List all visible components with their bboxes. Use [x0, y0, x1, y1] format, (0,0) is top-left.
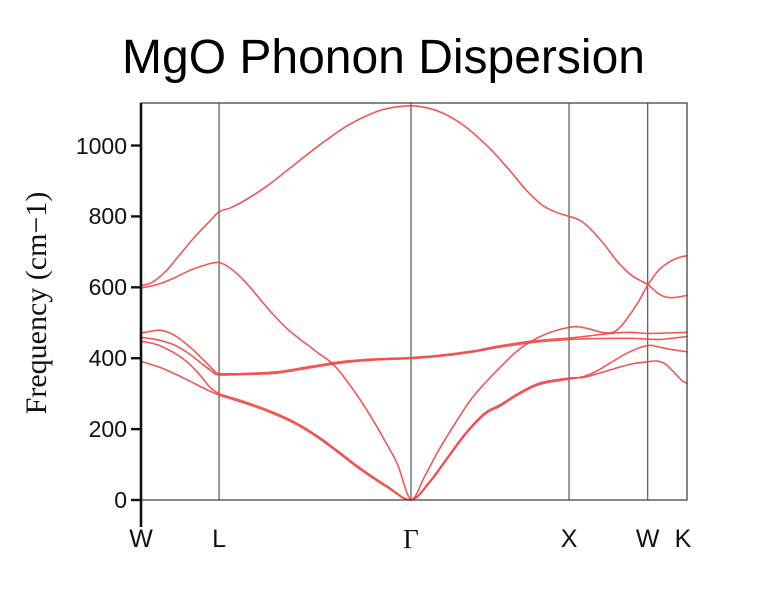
plot-frame [140, 102, 688, 501]
x-label-W-0: W [129, 525, 153, 553]
branch-TO-upper [140, 329, 688, 375]
y-tick-label-800: 800 [88, 203, 127, 230]
branch-TA-lower [140, 344, 688, 501]
y-tick-label-400: 400 [88, 345, 127, 372]
x-label-K-5: K [674, 525, 692, 553]
branch-TO-lower [140, 335, 688, 376]
x-label-W-4: W [635, 525, 660, 553]
y-tick-label-600: 600 [88, 274, 127, 301]
x-label-Γ-2: Γ [403, 524, 419, 554]
x-label-L-1: L [212, 525, 227, 553]
branch-LA [140, 255, 688, 501]
dispersion-plot [131, 102, 688, 527]
branch-TA-upper [140, 340, 688, 501]
branch-LO [140, 104, 688, 299]
y-tick-label-0: 0 [114, 487, 127, 513]
y-tick-label-200: 200 [88, 416, 127, 443]
y-tick-label-1000: 1000 [75, 132, 127, 159]
x-label-X-3: X [560, 525, 578, 553]
chart-title: MgO Phonon Dispersion [122, 31, 645, 84]
